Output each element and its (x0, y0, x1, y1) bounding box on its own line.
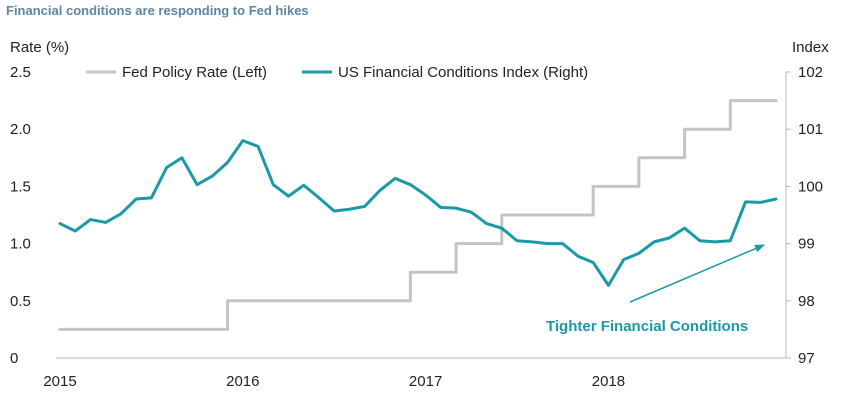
left-tick-label: 1.0 (10, 236, 31, 253)
x-tick-label: 2016 (226, 373, 259, 390)
series-layer (58, 99, 778, 331)
left-tick-label: 2.5 (10, 64, 31, 81)
financial-conditions-index-line (58, 139, 778, 287)
left-tick-label: 0.5 (10, 293, 31, 310)
left-axis-title: Rate (%) (10, 39, 69, 56)
left-tick-label: 1.5 (10, 178, 31, 195)
right-tick-label: 99 (798, 236, 815, 253)
x-tick-label: 2015 (43, 373, 76, 390)
right-tick-label: 102 (798, 64, 823, 81)
fed-policy-rate-line (58, 99, 778, 331)
legend-label-fci: US Financial Conditions Index (Right) (338, 64, 588, 81)
right-axis-ticks: 97 98 99 100 101 102 (786, 64, 823, 367)
legend: Fed Policy Rate (Left) US Financial Cond… (86, 64, 588, 81)
left-tick-label: 0 (10, 350, 18, 367)
annotation-arrow (629, 244, 765, 303)
x-tick-label: 2018 (592, 373, 625, 390)
right-tick-label: 101 (798, 121, 823, 138)
left-tick-label: 2.0 (10, 121, 31, 138)
left-axis-ticks: 0 0.5 1.0 1.5 2.0 2.5 (10, 64, 31, 367)
x-tick-label: 2017 (409, 373, 442, 390)
right-axis-title: Index (792, 39, 829, 56)
chart-title: Financial conditions are responding to F… (6, 3, 309, 18)
right-tick-label: 98 (798, 293, 815, 310)
right-tick-label: 97 (798, 350, 815, 367)
legend-label-fed-rate: Fed Policy Rate (Left) (122, 64, 267, 81)
right-tick-label: 100 (798, 178, 823, 195)
annotation-label: Tighter Financial Conditions (546, 318, 748, 335)
x-axis-ticks: 2015 2016 2017 2018 (43, 373, 625, 390)
